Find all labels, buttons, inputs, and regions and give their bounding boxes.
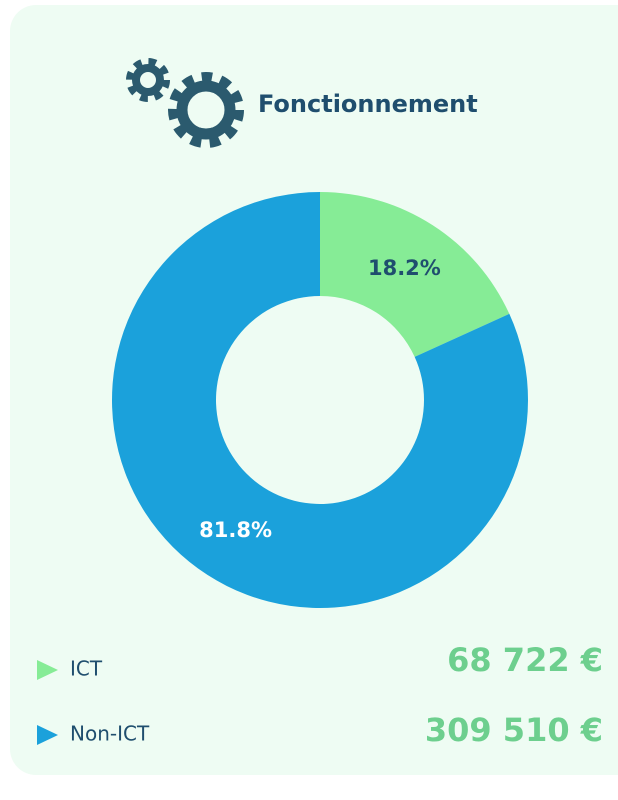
gears-icon <box>126 58 244 148</box>
legend-marker <box>37 725 58 745</box>
legend-label: Non-ICT <box>70 722 150 746</box>
pie-slice <box>320 192 510 357</box>
chart-title: Fonctionnement <box>258 90 478 118</box>
pie-slice <box>112 192 528 609</box>
amount: 309 510 € <box>425 711 603 749</box>
slice-label: 18.2% <box>368 256 441 280</box>
legend-marker <box>37 660 58 680</box>
amount: 68 722 € <box>447 641 603 679</box>
slice-label: 81.8% <box>199 518 272 542</box>
legend-label: ICT <box>70 657 103 681</box>
card <box>10 5 618 775</box>
